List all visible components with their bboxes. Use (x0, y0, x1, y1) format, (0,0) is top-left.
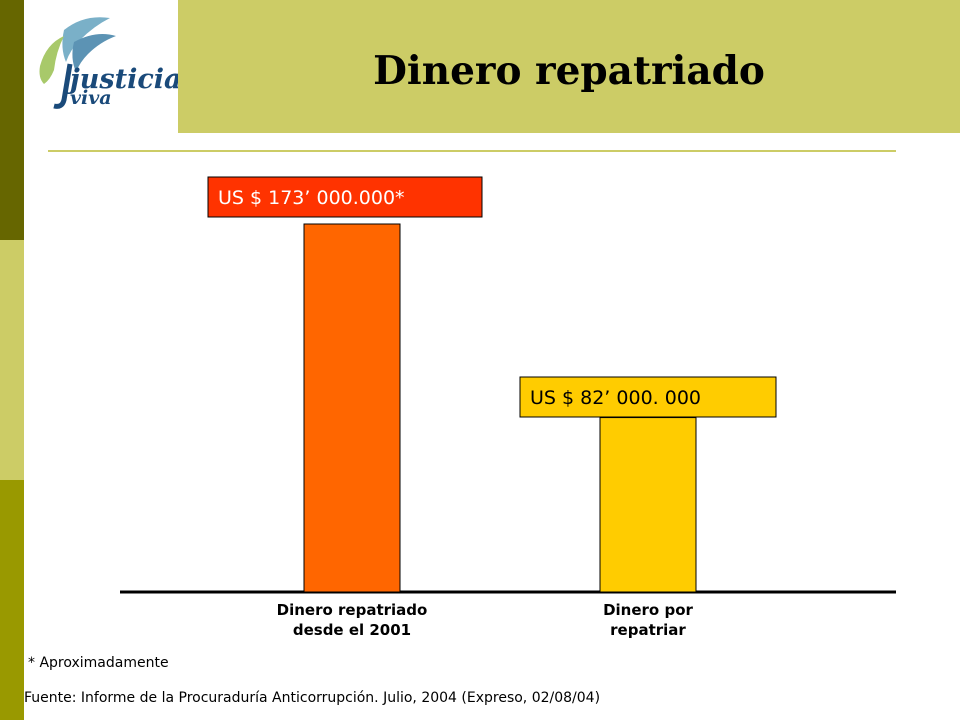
category-label-1-line-1: Dinero repatriado (277, 601, 428, 619)
data-label-box-1 (207, 176, 483, 218)
category-label-2-line-1: Dinero por (603, 601, 693, 619)
logo-text-viva: viva (70, 87, 112, 109)
side-stripe-olive (0, 480, 24, 720)
bar-1 (303, 223, 401, 593)
footnote: * Aproximadamente (28, 655, 169, 671)
data-label-box-2 (519, 376, 777, 418)
category-label-2-line-2: repatriar (610, 621, 686, 639)
logo: justicia viva (24, 0, 182, 133)
category-label-1-line-2: desde el 2001 (293, 621, 411, 639)
logo-text-justicia: justicia (65, 64, 178, 95)
data-label-1: US $ 173’ 000.000* (218, 187, 405, 209)
bar-2 (599, 417, 697, 593)
justicia-viva-logo-icon: justicia viva (39, 17, 182, 109)
page-title: Dinero repatriado (373, 48, 765, 94)
title-divider (48, 150, 896, 152)
side-stripe-dark (0, 0, 24, 240)
title-bar (178, 0, 960, 133)
source-note: Fuente: Informe de la Procuraduría Antic… (24, 690, 601, 706)
side-stripe-light (0, 240, 24, 480)
data-label-2: US $ 82’ 000. 000 (530, 387, 701, 409)
